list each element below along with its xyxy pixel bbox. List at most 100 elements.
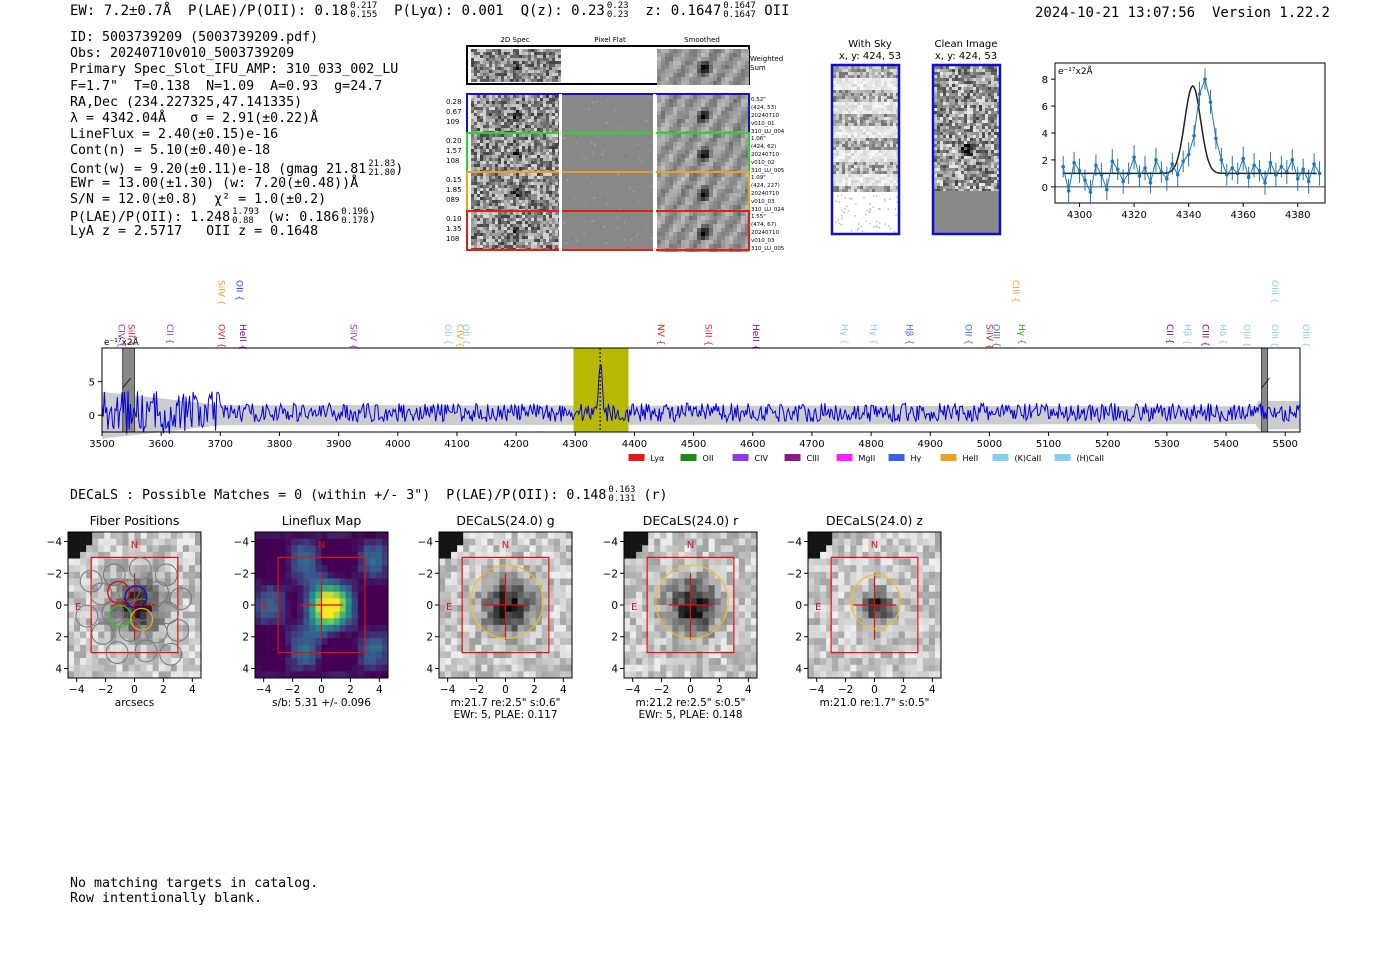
zoom-ytick-label: 2 [1042,156,1048,167]
header-plae-range: 0.217 0.155 [350,1,378,20]
cutout-header-pixelflat: Pixel Flat [594,36,626,44]
cutout-row: 0.28 0.67 109 0.52" (424, 53) 20240710 v010_01… [446,93,785,135]
panel-ytick-label: −2 [603,568,618,580]
spectrum-line-label: CIII { [1199,324,1209,347]
panel-xtick-label: −2 [469,684,484,696]
cutout-row-label: 310_LU_005 [751,246,785,252]
spectrum-xtick-label: 4400 [622,439,647,450]
spectrum-xtick-label: 3700 [208,439,233,450]
spectrum-xtick-label: 5100 [1036,439,1061,450]
spectrum-line [101,364,1300,434]
spectrum-line-label: OII { [963,324,973,345]
panel-xtick-label: 4 [189,684,196,696]
info-id: ID: 5003739209 (5003739209.pdf) [70,30,319,45]
spectrum-line-label: HeII { [237,324,247,350]
clean-image-frame [931,63,1002,236]
detection-info: ID: 5003739209 (5003739209.pdf) Obs: 202… [70,30,403,240]
spectrum-line-label: Hγ { [1016,324,1026,345]
panel-xtick-label: 4 [929,684,936,696]
north-marker: N [502,540,509,551]
panel-xtick-label: 4 [560,684,567,696]
spectrum-xtick-label: 5300 [1154,439,1179,450]
fiber-circle [79,569,103,593]
spectrum-line-label: OIII { [1269,280,1279,304]
panel-xtick-label: 4 [376,684,383,696]
search-box [646,556,735,654]
clean-image-title: Clean Image [935,39,998,50]
spectrum-xtick-label: 4700 [799,439,824,450]
spectrum-line-label: OII { [233,280,243,301]
spectrum-xtick-label: 3500 [89,439,114,450]
header-qz: Q(z): 0.23 [520,3,605,19]
cutout-row-label: 20240710 [751,152,779,158]
spectrum-xtick-label: 5500 [1272,439,1297,450]
info-contw: Cont(w) = 9.20(±0.11)e-18 (gmag 21.81 21.… [70,158,404,178]
east-marker: E [262,602,268,613]
fiber-circle [91,622,115,645]
cutout-rows: 0.28 0.67 109 0.52" (424, 53) 20240710 v010_01… [446,93,785,252]
panel-xtick-label: −2 [654,684,669,696]
panel-ytick-label: 0 [795,600,802,612]
panel-xtick-label: −2 [838,684,853,696]
spectrum-line-label: OIII { [1241,324,1251,348]
panel-sublabel: EWr: 5, PLAE: 0.117 [453,709,557,721]
spectrum-line-label: CIII { [1010,280,1020,303]
spectrum-line-label: Hβ { [1182,324,1192,345]
with-sky-coords: x, y: 424, 53 [839,51,901,62]
header-ew: EW: 7.2±0.7Å [70,3,172,19]
aperture-ellipse [850,574,902,630]
cutout-row-label: (474, 67) [751,222,776,228]
fiber-circle-highlight [130,607,154,631]
cutout-row-label: v010_02 [751,160,775,166]
sky-images: With Sky x, y: 424, 53 Clean Image x, y:… [830,39,1002,236]
cutout-row-metric: 0.10 [446,215,462,223]
line-fit-chart: 4300 4320 4340 4360 4380 0 2 4 6 8 e⁻¹⁷x2Å [1042,62,1326,221]
cutout-row-metric: 1.57 [446,147,462,155]
spectrum-ytick-label: 5 [89,378,95,389]
spectrum-xtick-label: 5400 [1213,439,1238,450]
spectrum-line-label: OIII { [991,324,1001,348]
spectrum-line-label: CII { [1164,324,1174,344]
panel-xtick-label: −4 [440,684,456,696]
zoom-xtick-label: 4380 [1285,210,1310,221]
panel-ytick-label: −2 [787,568,802,580]
weighted-sum-label-2: Sum [750,64,766,72]
panel-xtick-label: 2 [716,684,723,696]
panel-xtick-label: 4 [745,684,752,696]
header-summary: EW: 7.2±0.7Å P(LAE)/P(OII): 0.18 0.217 0.1… [70,2,790,20]
search-box [277,556,366,654]
zoom-data-line [1062,77,1320,194]
info-lya-z: LyA z = 2.5717 OII z = 0.1648 [70,224,319,240]
spectrum-line-label: OIII { [1300,324,1310,348]
fiber-circle [102,563,126,587]
spectrum-line-label: SiIV { [216,280,226,306]
cutout-row-metric: 0.20 [446,137,462,145]
fiber-circle [134,639,158,663]
cutout-row-metric: 089 [446,196,459,204]
panel-title: DECaLS(24.0) r [643,513,739,528]
panel-ytick-label: 4 [611,663,618,675]
panel-ytick-label: −2 [234,568,249,580]
zoom-ytick-label: 8 [1042,75,1048,86]
cutout-row-label: v010_03 [751,238,775,244]
header-right: 2024-10-21 13:07:56 Version 1.22.2 [1035,5,1330,21]
fiber-circle [146,580,169,604]
cutout-row-metric: 0.67 [446,108,462,116]
panel-ytick-label: 4 [426,663,433,675]
zoom-ytick-label: 6 [1042,102,1048,113]
legend-item: CIV [732,454,768,463]
legend-item: (K)CaII [992,454,1041,463]
cutout-row-label: (424, 53) [751,105,776,111]
cutout-row-label: 1.55" [751,214,766,220]
spectrum-line-label: CIV { [116,324,126,348]
east-marker: E [631,602,637,613]
spectrum-xtick-label: 4100 [444,439,469,450]
imaging-panels: Fiber Positions N E −4 4 −2 2 0 0 2 −2 4 −4 arcsecs Li… [47,513,942,721]
header-z-range: 0.1647 0.1647 [723,1,756,20]
clean-image [934,66,1000,233]
legend-item: OII [680,454,714,463]
spectrum-frame [101,347,1301,433]
legend-item: HeII [940,454,978,463]
panel-ytick-label: 2 [611,632,618,644]
